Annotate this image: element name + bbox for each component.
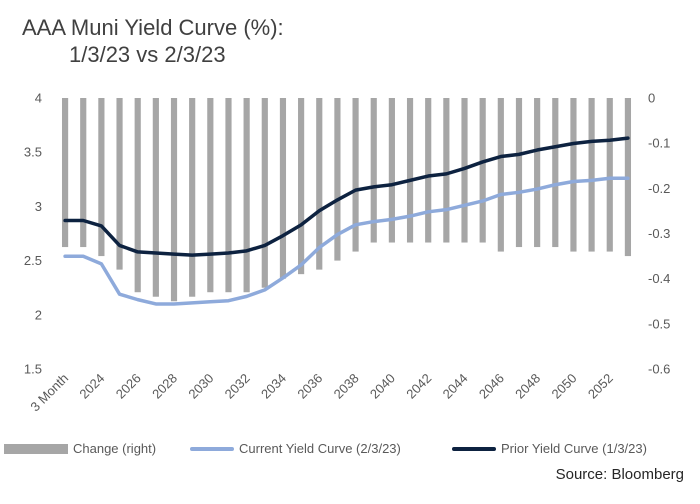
right-tick-label: 0 — [648, 91, 655, 106]
change-bar-2040 — [388, 98, 395, 243]
x-tick-label: 3 Month — [27, 371, 71, 415]
x-tick-label: 2038 — [331, 371, 362, 402]
change-bar-2046 — [497, 98, 504, 252]
legend-label-current: Current Yield Curve (2/3/23) — [239, 441, 401, 456]
x-tick-label: 2050 — [549, 371, 580, 402]
prior-yield-line — [63, 136, 630, 257]
x-tick-label: 2032 — [222, 371, 253, 402]
yield-lines — [63, 136, 630, 306]
left-tick-label: 3.5 — [24, 145, 42, 160]
left-tick-label: 4 — [35, 91, 42, 106]
left-tick-label: 1.5 — [24, 362, 42, 377]
legend-item-current: Current Yield Curve (2/3/23) — [190, 441, 401, 456]
change-bar-2047 — [515, 98, 523, 248]
change-bar-2032 — [243, 98, 250, 293]
left-tick-label: 2 — [35, 307, 42, 322]
right-tick-label: -0.4 — [648, 271, 670, 286]
chart-title-line2: 1/3/23 vs 2/3/23 — [69, 42, 226, 67]
change-bar-2048 — [534, 98, 541, 248]
right-tick-label: -0.2 — [648, 181, 670, 196]
change-bar-2024 — [98, 98, 105, 257]
change-bar-2051 — [588, 98, 595, 252]
change-bar-2042 — [425, 98, 432, 243]
x-tick-label: 2026 — [113, 371, 144, 402]
chart-title-line1: AAA Muni Yield Curve (%): — [22, 15, 284, 40]
change-bar-2034 — [279, 98, 287, 279]
current-yield-line — [63, 176, 630, 306]
change-bar-2025 — [116, 98, 123, 270]
right-tick-label: -0.5 — [648, 316, 670, 331]
change-bar-2041 — [406, 98, 414, 243]
legend-label-prior: Prior Yield Curve (1/3/23) — [501, 441, 647, 456]
right-tick-label: -0.3 — [648, 226, 670, 241]
chart-legend: Change (right) Current Yield Curve (2/3/… — [0, 441, 700, 457]
change-bar-2037 — [334, 98, 341, 261]
x-axis-ticks: 3 Month 2024 2026 2028 2030 2032 2034 2036 2038 2… — [27, 371, 616, 415]
change-bar-2039 — [370, 98, 377, 243]
chart-title: AAA Muni Yield Curve (%): 1/3/23 vs 2/3/… — [22, 14, 284, 68]
left-tick-label: 2.5 — [24, 253, 42, 268]
change-bar-2043 — [443, 98, 450, 243]
change-bar-2036 — [316, 98, 323, 270]
x-tick-label: 2048 — [512, 371, 543, 402]
x-tick-label: 2036 — [294, 371, 325, 402]
change-bar-2052 — [606, 98, 613, 252]
change-bar-2028 — [170, 98, 178, 302]
change-bar-2033 — [261, 98, 268, 288]
right-axis-ticks: -0.6 -0.5 -0.4 -0.3 -0.2 -0.1 0 — [648, 91, 670, 377]
x-tick-label: 2046 — [476, 371, 507, 402]
change-bar-2027 — [152, 98, 159, 297]
left-axis-ticks: 1.5 2 2.5 3 3.5 4 — [24, 91, 42, 377]
legend-swatch-current — [190, 446, 234, 451]
change-bar-2031 — [225, 98, 232, 293]
change-bars — [61, 98, 632, 302]
change-bar-2030 — [207, 98, 214, 293]
x-tick-label: 2034 — [258, 371, 289, 402]
change-bar-3-month — [61, 98, 69, 248]
change-bar-2045 — [479, 98, 486, 243]
x-tick-label: 2040 — [367, 371, 398, 402]
legend-swatch-prior — [452, 446, 496, 451]
x-tick-label: 2052 — [585, 371, 616, 402]
right-tick-label: -0.6 — [648, 362, 670, 377]
source-note: Source: Bloomberg — [555, 466, 684, 483]
left-tick-label: 3 — [35, 199, 42, 214]
x-tick-label: 2044 — [440, 371, 471, 402]
legend-item-prior: Prior Yield Curve (1/3/23) — [452, 441, 647, 456]
change-bar-2038 — [352, 98, 359, 252]
x-tick-label: 2024 — [76, 371, 107, 402]
change-bar-2049 — [552, 98, 559, 248]
legend-label-change: Change (right) — [73, 441, 157, 456]
legend-item-change: Change (right) — [4, 441, 156, 456]
change-bar-2023 — [80, 98, 87, 248]
legend-swatch-change — [4, 443, 68, 454]
x-tick-label: 2042 — [403, 371, 434, 402]
change-bar-2050 — [570, 98, 577, 252]
right-tick-label: -0.1 — [648, 136, 670, 151]
change-bar-2029 — [189, 98, 196, 297]
change-bar-2026 — [134, 98, 141, 293]
x-tick-label: 2030 — [185, 371, 216, 402]
change-bar-2035 — [298, 98, 305, 275]
x-tick-label: 2028 — [149, 371, 180, 402]
